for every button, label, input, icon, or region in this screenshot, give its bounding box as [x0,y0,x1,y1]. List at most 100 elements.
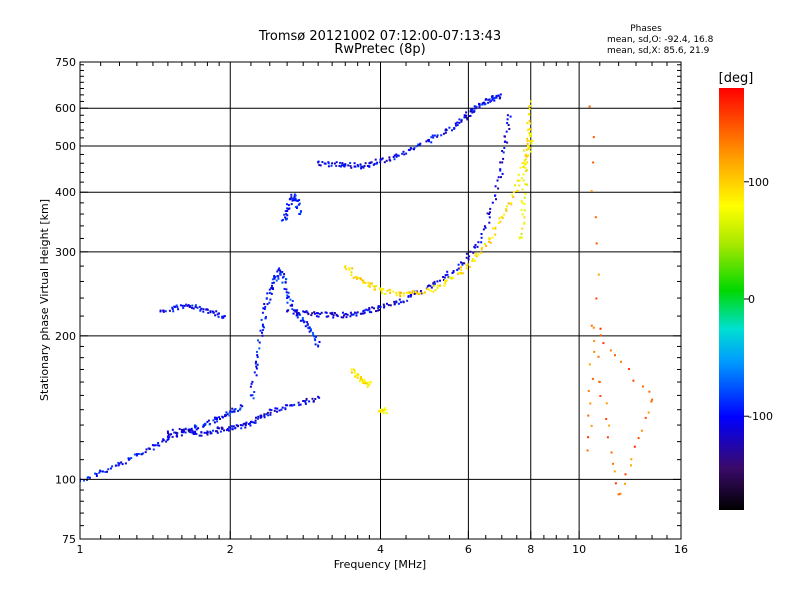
data-point [432,282,435,285]
data-point [362,282,365,284]
data-point [356,164,359,167]
data-point [447,276,450,279]
data-point [294,197,297,200]
data-point [500,176,502,179]
data-point [528,108,531,110]
data-point [436,135,439,138]
data-point [191,429,194,432]
data-point [317,312,320,315]
data-point [169,433,171,436]
data-point [278,267,281,270]
data-point [619,360,622,363]
data-point [406,291,408,294]
data-point [402,294,405,297]
data-point [167,438,170,440]
data-point [527,147,530,150]
data-point [254,362,257,365]
data-point [198,434,201,437]
data-point [472,110,475,113]
data-point [221,315,224,318]
data-point [485,244,488,247]
data-point [356,311,359,314]
data-point [356,277,358,280]
data-point [379,305,382,308]
data-point [269,291,272,294]
data-point [344,266,347,269]
data-point [400,291,402,294]
data-point [487,98,490,101]
data-point [463,114,466,117]
data-point [488,221,491,224]
data-point [426,288,429,290]
data-point [170,433,173,436]
data-point [284,404,287,407]
data-point [343,314,345,317]
data-point [202,310,205,313]
data-point [473,245,476,248]
data-point [651,398,654,401]
data-point [352,368,355,371]
data-point [389,304,392,307]
data-point [469,110,472,113]
data-point [144,451,147,454]
data-point [239,424,242,427]
data-point [529,132,532,135]
data-point [523,221,526,224]
data-point [153,444,156,447]
data-point [88,476,91,479]
data-point [291,404,294,407]
data-point [190,306,193,309]
data-point [314,343,317,346]
data-point [595,242,598,245]
data-point [287,295,290,298]
data-point [361,279,364,282]
data-point [315,335,317,338]
data-point [283,213,286,216]
data-point [384,408,387,411]
data-point [491,96,494,99]
data-point [187,430,190,433]
y-axis-label: Stationary phase Virtual Height [km] [38,199,51,401]
data-point [454,122,457,125]
data-point [363,382,366,385]
data-point [524,154,527,157]
data-point [281,218,284,221]
data-point [277,268,280,271]
data-point [523,203,526,205]
data-point [368,285,371,288]
data-point [261,311,264,314]
colorbar-tick-label: 0 [748,293,755,306]
data-point [189,305,192,308]
data-point [491,227,494,230]
data-point [498,97,501,100]
data-point [587,436,590,439]
data-point [352,313,355,316]
y-tick-label: 200 [55,330,76,343]
data-point [224,415,226,418]
data-point [379,161,382,164]
data-point [490,100,493,102]
data-point [284,407,287,410]
data-point [253,391,256,393]
data-point [185,303,188,306]
data-point [458,118,461,121]
data-point [366,382,369,385]
data-point [194,425,196,428]
data-point [458,121,461,124]
data-point [314,398,317,400]
data-point [331,313,334,316]
data-point [213,421,216,424]
data-point [491,98,494,101]
data-point [593,350,596,353]
data-point [518,237,521,240]
data-point [199,309,202,312]
data-point [333,162,336,165]
data-point [414,291,417,293]
data-point [305,397,308,400]
data-point [587,414,590,417]
data-point [368,283,371,286]
data-point [373,285,376,288]
data-point [212,311,215,314]
data-point [195,433,198,435]
data-point [148,448,151,450]
